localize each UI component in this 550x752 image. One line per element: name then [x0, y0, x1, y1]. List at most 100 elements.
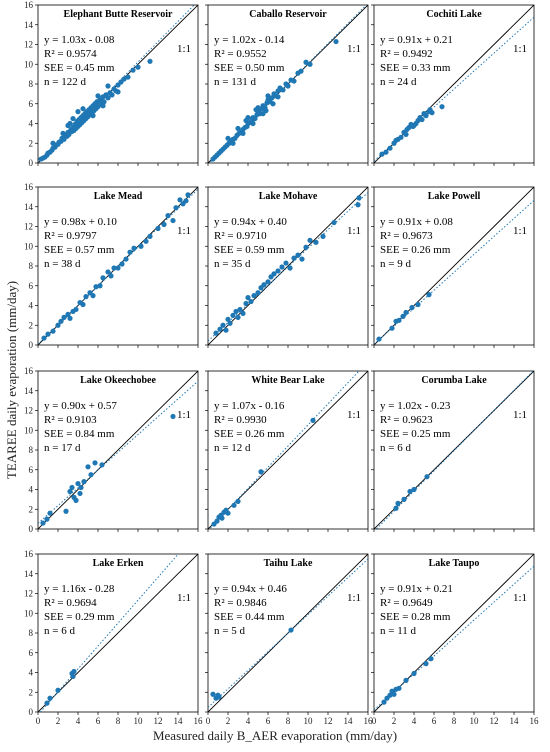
plot-area: [208, 187, 368, 345]
data-point: [235, 314, 241, 320]
data-point: [285, 83, 291, 89]
x-tick-label: 8: [452, 716, 457, 726]
data-point: [288, 627, 294, 633]
panel-10: 0 2 4 6 8 10 12 14 16 0 2 4 6 8 10 12 14 16 Lake Erken y = …: [24, 549, 204, 726]
data-point: [77, 490, 83, 497]
data-point: [404, 126, 410, 133]
data-point: [105, 83, 111, 89]
data-point: [47, 510, 53, 516]
stat-line: y = 1.02x - 0.14: [214, 34, 285, 46]
plot-area: [208, 554, 368, 712]
data-point: [387, 145, 393, 151]
data-point: [95, 93, 101, 99]
data-point: [283, 260, 289, 266]
regression-line: [38, 188, 198, 345]
data-point: [50, 140, 56, 146]
data-point: [253, 107, 259, 113]
stat-line: R² = 0.9623: [380, 414, 433, 426]
x-tick-label: 4: [412, 716, 417, 726]
y-tick-label: 12: [24, 222, 33, 232]
y-tick-label: 6: [29, 465, 34, 475]
stat-line: SEE = 0.50 mm: [214, 62, 285, 74]
y-tick-label: 4: [29, 485, 34, 495]
y-tick-label: 16: [24, 366, 34, 376]
panel-7: 0 2 4 6 8 10 12 14 16 Lake Okeechobee y = 0.90x + …: [24, 366, 199, 534]
data-point: [415, 301, 421, 308]
data-point: [231, 502, 237, 508]
data-point: [155, 225, 161, 232]
data-point: [270, 101, 276, 107]
data-point: [396, 317, 402, 323]
panel-11: 0 2 4 6 8 10 12 14 16 Taihu Lake y = 0.94x + 0.46 R…: [205, 553, 373, 726]
stat-line: y = 1.07x - 0.16: [214, 400, 285, 412]
data-point: [119, 261, 125, 267]
data-point: [185, 192, 191, 198]
data-point: [403, 677, 409, 684]
data-point: [214, 518, 220, 524]
data-point: [255, 290, 261, 296]
y-axis-label: TEAREE daily evaporation (mm/day): [4, 280, 19, 480]
stat-line: y = 1.02x - 0.23: [380, 400, 451, 412]
data-point: [407, 488, 413, 495]
y-tick-label: 0: [29, 158, 34, 168]
data-point: [411, 486, 417, 493]
data-point: [225, 135, 231, 141]
y-axis-label-wrap: TEAREE daily evaporation (mm/day): [2, 60, 22, 700]
x-tick-label: 2: [226, 716, 231, 726]
y-tick-label: 14: [24, 386, 34, 396]
data-point: [395, 500, 401, 506]
data-point: [67, 120, 73, 127]
panel-title: Lake Mead: [94, 191, 143, 202]
data-point: [73, 306, 79, 313]
x-tick-label: 12: [490, 716, 499, 726]
y-tick-label: 10: [24, 425, 34, 435]
panel-title: Lake Okeechobee: [80, 375, 156, 386]
data-point: [55, 322, 61, 328]
data-point: [78, 484, 84, 491]
data-point: [396, 685, 402, 691]
stat-line: R² = 0.9574: [44, 48, 97, 60]
panel-4: 0 2 4 6 8 10 12 14 16 Lake Mead y = 0.98x + 0.10 R²…: [24, 182, 199, 350]
data-point: [355, 202, 361, 208]
data-point: [81, 479, 87, 485]
y-tick-label: 12: [24, 406, 33, 416]
data-point: [411, 670, 417, 677]
data-point: [252, 115, 258, 122]
y-tick-label: 8: [29, 628, 34, 638]
panel-title: Lake Powell: [428, 191, 481, 202]
data-point: [307, 61, 313, 67]
x-axis-label: Measured daily B_AER evaporation (mm/day…: [152, 728, 398, 743]
data-point: [92, 460, 98, 466]
panel-2: Caballo Reservoir y = 1.02x - 0.14 R² = 0.…: [205, 4, 369, 166]
data-point: [269, 95, 275, 101]
x-tick-label: 16: [194, 716, 204, 726]
x-tick-label: 12: [154, 716, 163, 726]
plot-area: [38, 5, 198, 163]
data-point: [243, 300, 249, 307]
data-point: [44, 516, 50, 522]
data-point: [88, 472, 94, 478]
one-to-one-label: 1:1: [347, 592, 361, 604]
data-point: [58, 318, 64, 324]
data-point: [75, 480, 81, 487]
y-tick-label: 6: [29, 648, 34, 658]
y-tick-label: 2: [29, 504, 34, 514]
stat-line: n = 5 d: [214, 625, 245, 637]
data-point: [331, 219, 337, 226]
y-tick-label: 8: [29, 445, 34, 455]
panel-title: Cochiti Lake: [426, 9, 482, 20]
stat-line: SEE = 0.84 mm: [44, 428, 115, 440]
data-point: [401, 496, 407, 502]
regression-line: [208, 371, 360, 529]
stat-line: SEE = 0.33 mm: [380, 62, 451, 74]
y-tick-label: 2: [29, 320, 34, 330]
y-tick-label: 16: [24, 0, 34, 10]
data-point: [299, 256, 305, 262]
y-tick-label: 8: [29, 261, 34, 271]
data-point: [391, 691, 397, 697]
regression-line: [208, 558, 368, 708]
data-point: [389, 325, 395, 331]
data-point: [265, 279, 271, 285]
